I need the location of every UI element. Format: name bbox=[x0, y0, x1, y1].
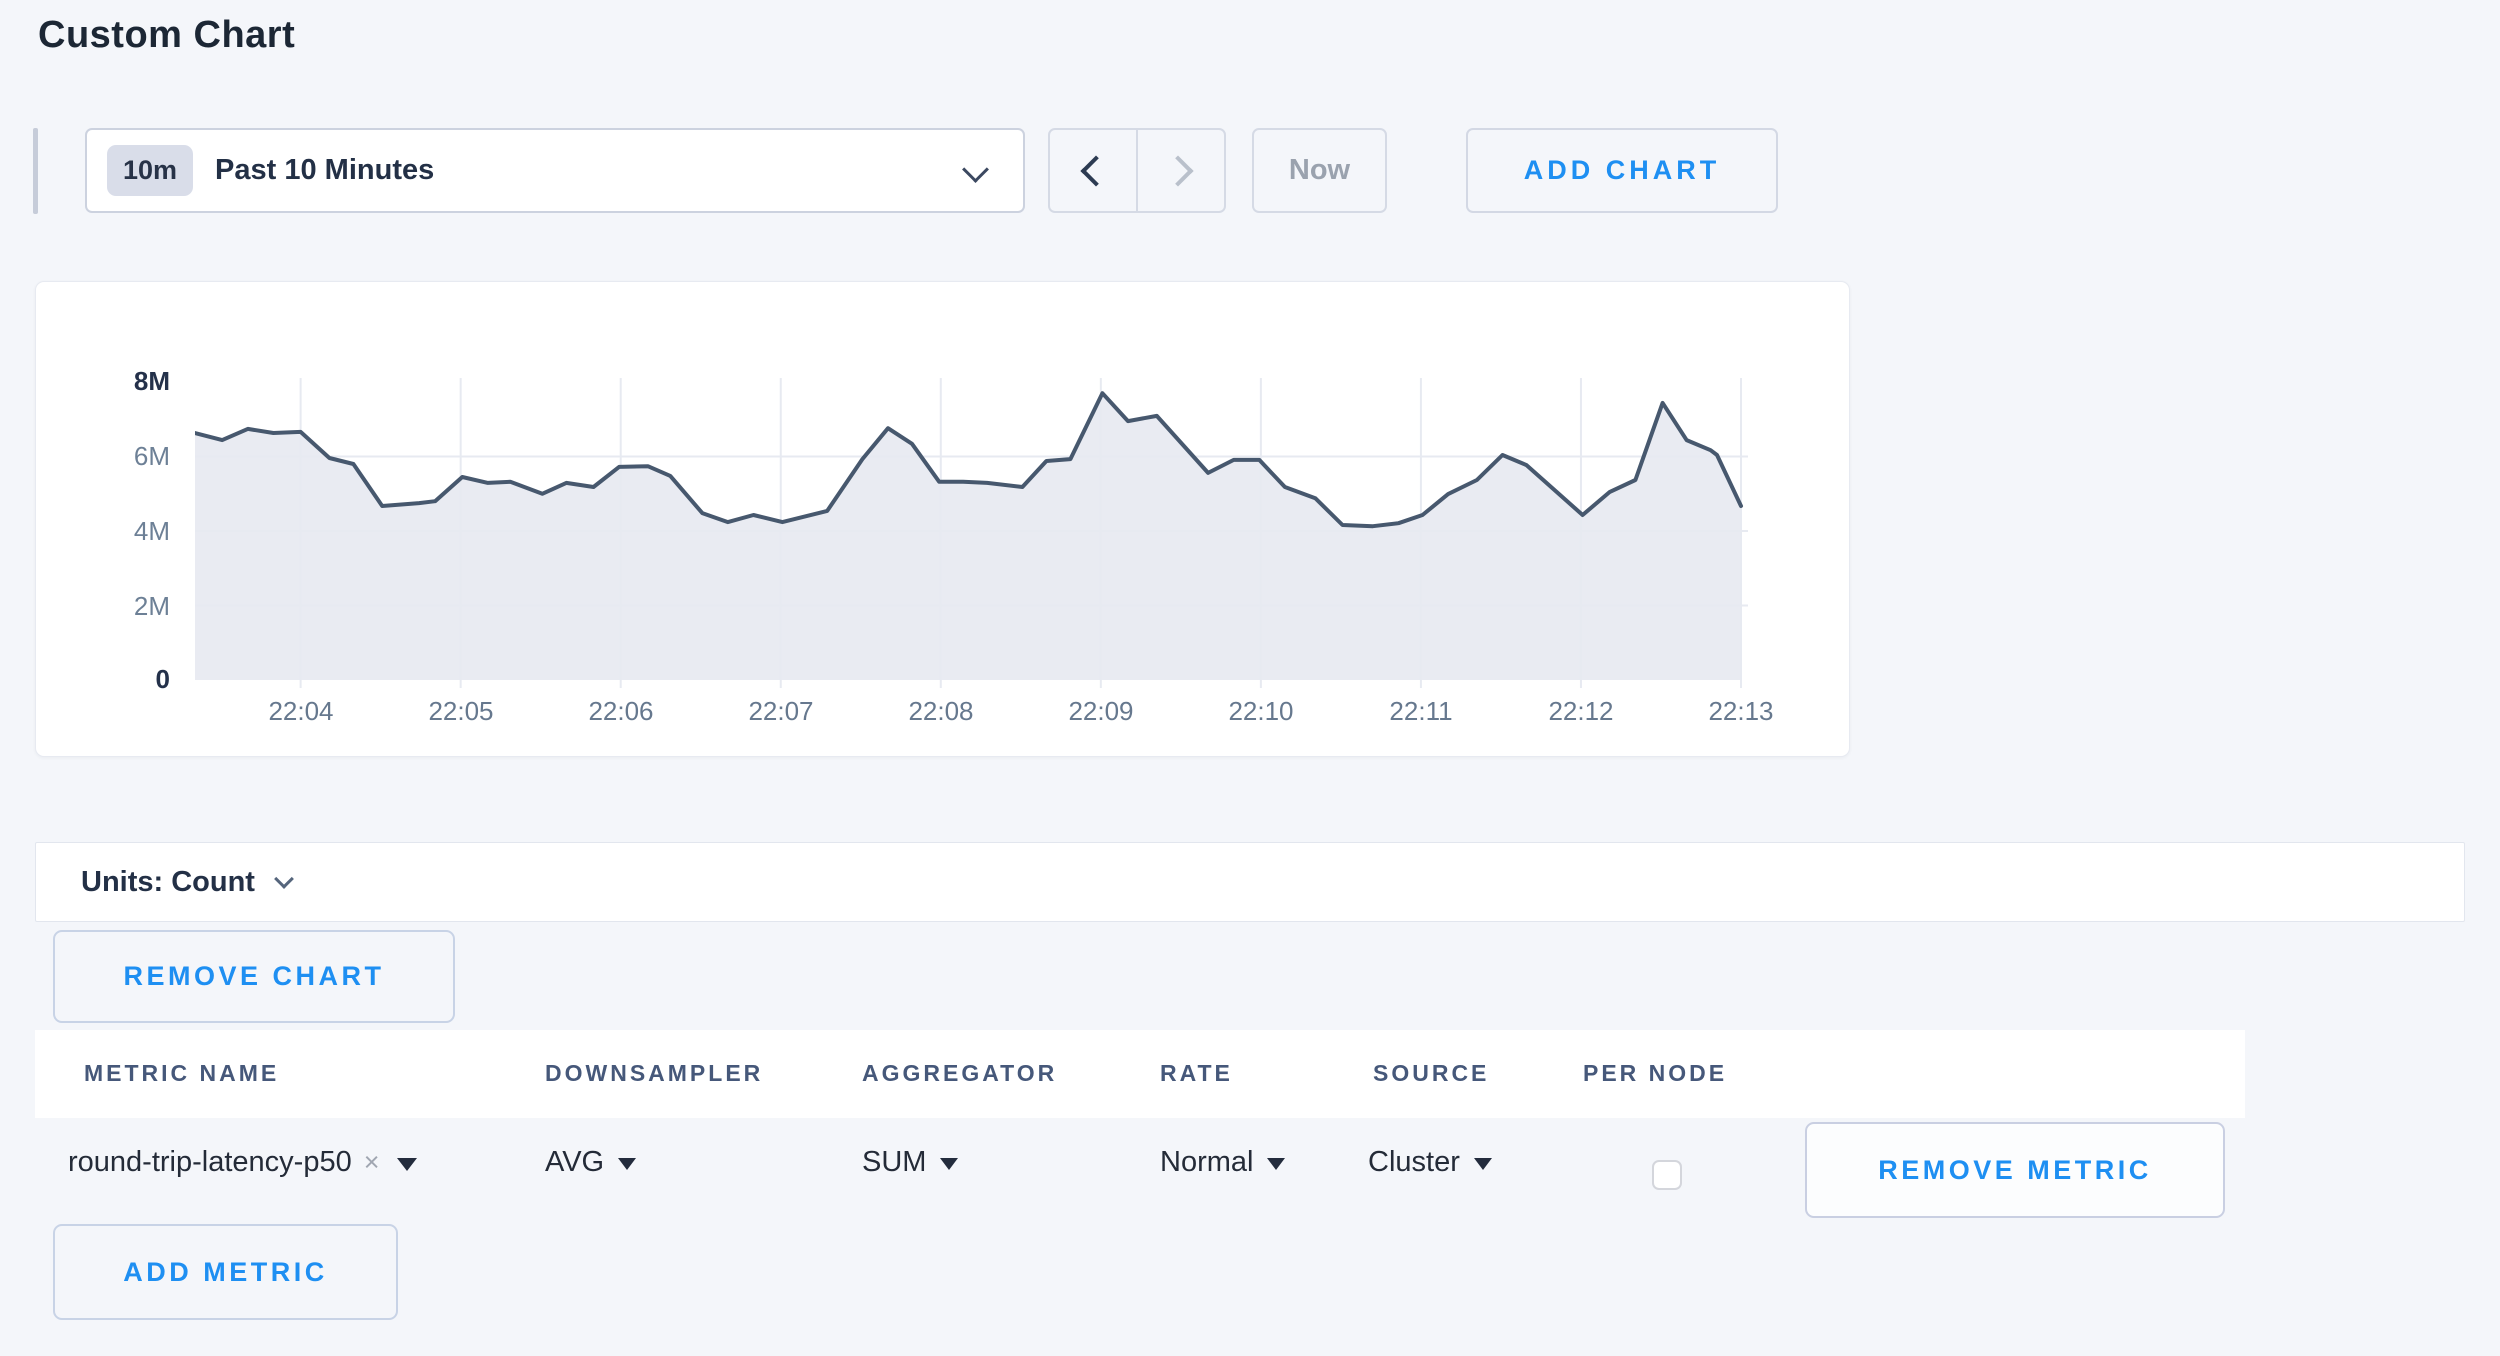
time-range-dropdown[interactable]: 10m Past 10 Minutes bbox=[85, 128, 1025, 213]
y-axis-tick: 8M bbox=[133, 366, 170, 396]
source-value: Cluster bbox=[1368, 1145, 1460, 1178]
chevron-down-icon bbox=[274, 869, 294, 889]
y-axis-tick: 0 bbox=[155, 664, 170, 694]
x-axis-tick: 22:06 bbox=[588, 696, 654, 726]
time-range-badge: 10m bbox=[107, 145, 194, 196]
page-title: Custom Chart bbox=[38, 14, 296, 56]
metric-name-value: round-trip-latency-p50 bbox=[68, 1145, 352, 1178]
source-select[interactable]: Cluster bbox=[1368, 1140, 1492, 1184]
rate-select[interactable]: Normal bbox=[1160, 1140, 1286, 1184]
column-header-metric-name: METRIC NAME bbox=[84, 1060, 280, 1086]
chevron-right-icon bbox=[1162, 154, 1194, 187]
x-axis-tick: 22:10 bbox=[1228, 696, 1294, 726]
chevron-left-icon bbox=[1080, 154, 1112, 187]
column-header-source: SOURCE bbox=[1373, 1060, 1490, 1086]
column-header-per-node: PER NODE bbox=[1583, 1060, 1728, 1086]
clear-metric-icon[interactable]: × bbox=[363, 1146, 380, 1177]
aggregator-value: SUM bbox=[862, 1145, 927, 1178]
x-axis-tick: 22:11 bbox=[1389, 696, 1453, 726]
remove-metric-button[interactable]: REMOVE METRIC bbox=[1805, 1122, 2225, 1218]
downsampler-select[interactable]: AVG bbox=[545, 1140, 637, 1184]
time-pager bbox=[1048, 128, 1226, 213]
rate-value: Normal bbox=[1160, 1145, 1254, 1178]
column-header-rate: RATE bbox=[1160, 1060, 1233, 1086]
per-node-checkbox[interactable] bbox=[1652, 1160, 1682, 1190]
x-axis-tick: 22:05 bbox=[428, 696, 494, 726]
y-axis-tick: 6M bbox=[133, 441, 170, 471]
remove-chart-button[interactable]: REMOVE CHART bbox=[53, 930, 455, 1023]
add-chart-button[interactable]: ADD CHART bbox=[1466, 128, 1778, 213]
time-range-label: Past 10 Minutes bbox=[215, 154, 435, 186]
units-label: Units: Count bbox=[81, 865, 255, 898]
toolbar-accent-bar bbox=[33, 128, 38, 214]
caret-down-icon bbox=[1473, 1158, 1492, 1170]
x-axis-tick: 22:08 bbox=[908, 696, 974, 726]
area-fill bbox=[195, 393, 1741, 680]
timeseries-area-chart[interactable] bbox=[195, 375, 1751, 695]
metrics-table-header: METRIC NAME DOWNSAMPLER AGGREGATOR RATE … bbox=[35, 1030, 2245, 1118]
aggregator-select[interactable]: SUM bbox=[862, 1140, 959, 1184]
caret-down-icon bbox=[397, 1157, 418, 1171]
caret-down-icon bbox=[1267, 1158, 1286, 1170]
metric-name-select[interactable]: round-trip-latency-p50 × bbox=[68, 1140, 418, 1184]
series-line bbox=[195, 391, 1743, 529]
x-axis-tick: 22:04 bbox=[268, 696, 334, 726]
now-button[interactable]: Now bbox=[1252, 128, 1387, 213]
add-metric-button[interactable]: ADD METRIC bbox=[53, 1224, 398, 1320]
column-header-aggregator: AGGREGATOR bbox=[862, 1060, 1058, 1086]
x-axis-tick: 22:07 bbox=[748, 696, 814, 726]
units-dropdown[interactable]: Units: Count bbox=[35, 842, 2465, 922]
next-time-button[interactable] bbox=[1138, 130, 1224, 211]
x-axis-tick: 22:13 bbox=[1708, 696, 1774, 726]
x-axis-tick: 22:09 bbox=[1068, 696, 1134, 726]
y-axis-tick: 4M bbox=[133, 516, 170, 546]
y-axis-tick: 2M bbox=[133, 591, 170, 621]
column-header-downsampler: DOWNSAMPLER bbox=[545, 1060, 764, 1086]
x-axis-tick: 22:12 bbox=[1548, 696, 1614, 726]
caret-down-icon bbox=[940, 1158, 959, 1170]
prev-time-button[interactable] bbox=[1050, 130, 1138, 211]
downsampler-value: AVG bbox=[545, 1145, 605, 1178]
chevron-down-icon bbox=[962, 156, 989, 183]
caret-down-icon bbox=[618, 1158, 637, 1170]
